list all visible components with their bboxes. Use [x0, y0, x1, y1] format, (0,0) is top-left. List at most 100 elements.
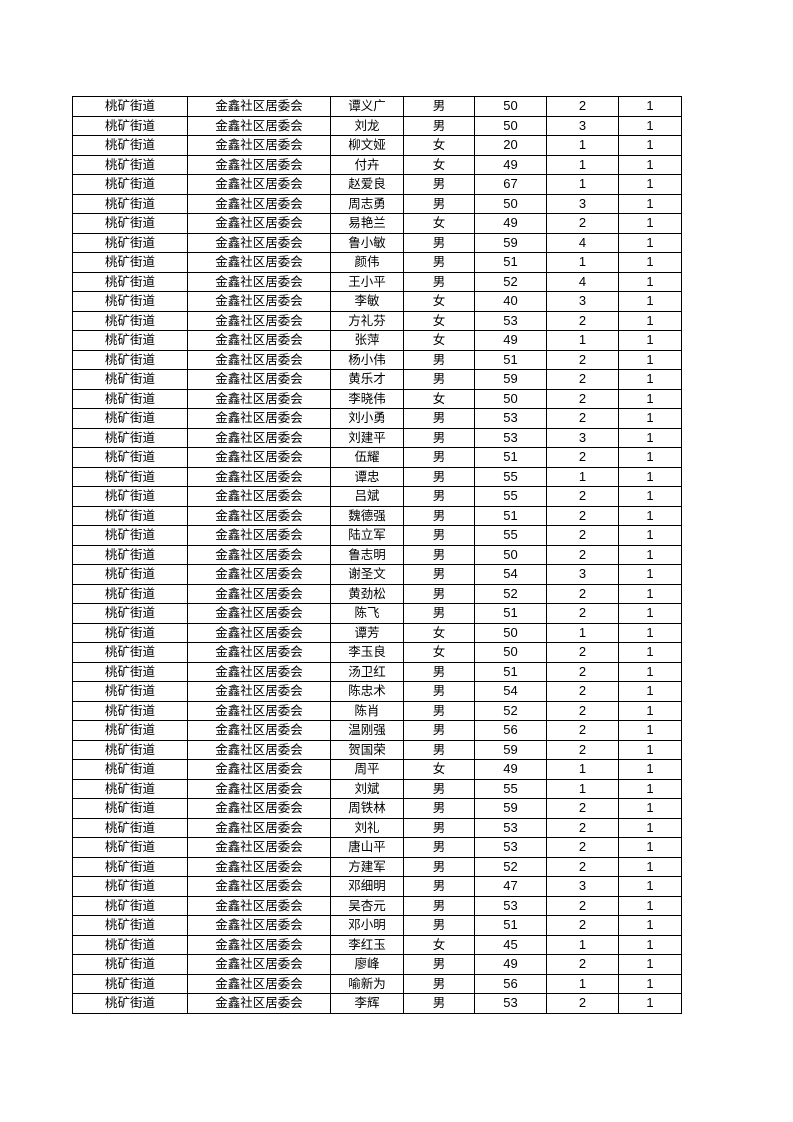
gender-cell: 男 — [403, 408, 475, 429]
flag-cell: 1 — [618, 427, 682, 448]
flag-cell: 1 — [618, 115, 682, 136]
count-cell: 3 — [546, 564, 619, 585]
street-cell: 桃矿街道 — [72, 798, 188, 819]
flag-cell: 1 — [618, 154, 682, 175]
count-cell: 1 — [546, 778, 619, 799]
community-cell: 金鑫社区居委会 — [187, 778, 331, 799]
table-row: 桃矿街道 金鑫社区居委会 鲁志明男 50 2 1 — [72, 544, 682, 565]
flag-cell: 1 — [618, 525, 682, 546]
age-cell: 51 — [474, 603, 547, 624]
community-cell: 金鑫社区居委会 — [187, 661, 331, 682]
name-cell: 王小平 — [330, 271, 404, 292]
street-cell: 桃矿街道 — [72, 993, 188, 1014]
flag-cell: 1 — [618, 681, 682, 702]
age-cell: 51 — [474, 252, 547, 273]
age-cell: 50 — [474, 96, 547, 117]
count-cell: 1 — [546, 154, 619, 175]
age-cell: 49 — [474, 759, 547, 780]
count-cell: 1 — [546, 622, 619, 643]
age-cell: 49 — [474, 154, 547, 175]
flag-cell: 1 — [618, 486, 682, 507]
age-cell: 55 — [474, 466, 547, 487]
table-row: 桃矿街道 金鑫社区居委会 刘龙男 50 3 1 — [72, 115, 682, 136]
count-cell: 1 — [546, 330, 619, 351]
flag-cell: 1 — [618, 174, 682, 195]
community-cell: 金鑫社区居委会 — [187, 837, 331, 858]
name-cell: 鲁志明 — [330, 544, 404, 565]
gender-cell: 男 — [403, 174, 475, 195]
table-row: 桃矿街道 金鑫社区居委会 邓细明男 47 3 1 — [72, 876, 682, 897]
count-cell: 2 — [546, 895, 619, 916]
count-cell: 2 — [546, 603, 619, 624]
age-cell: 49 — [474, 954, 547, 975]
table-row: 桃矿街道 金鑫社区居委会 吴杏元男 53 2 1 — [72, 895, 682, 916]
street-cell: 桃矿街道 — [72, 544, 188, 565]
street-cell: 桃矿街道 — [72, 213, 188, 234]
count-cell: 2 — [546, 720, 619, 741]
flag-cell: 1 — [618, 213, 682, 234]
age-cell: 49 — [474, 330, 547, 351]
table-row: 桃矿街道 金鑫社区居委会 颜伟男 51 1 1 — [72, 252, 682, 273]
age-cell: 54 — [474, 681, 547, 702]
age-cell: 53 — [474, 837, 547, 858]
flag-cell: 1 — [618, 895, 682, 916]
table-row: 桃矿街道 金鑫社区居委会 伍耀男 51 2 1 — [72, 447, 682, 468]
table-row: 桃矿街道 金鑫社区居委会 周平女 49 1 1 — [72, 759, 682, 780]
street-cell: 桃矿街道 — [72, 739, 188, 760]
count-cell: 2 — [546, 915, 619, 936]
gender-cell: 男 — [403, 505, 475, 526]
age-cell: 51 — [474, 505, 547, 526]
age-cell: 50 — [474, 115, 547, 136]
name-cell: 吕斌 — [330, 486, 404, 507]
flag-cell: 1 — [618, 135, 682, 156]
street-cell: 桃矿街道 — [72, 973, 188, 994]
count-cell: 1 — [546, 759, 619, 780]
age-cell: 50 — [474, 388, 547, 409]
table-row: 桃矿街道 金鑫社区居委会 廖峰男 49 2 1 — [72, 954, 682, 975]
flag-cell: 1 — [618, 466, 682, 487]
name-cell: 李辉 — [330, 993, 404, 1014]
flag-cell: 1 — [618, 291, 682, 312]
table-row: 桃矿街道 金鑫社区居委会 陈忠术男 54 2 1 — [72, 681, 682, 702]
street-cell: 桃矿街道 — [72, 583, 188, 604]
count-cell: 2 — [546, 583, 619, 604]
count-cell: 2 — [546, 798, 619, 819]
community-cell: 金鑫社区居委会 — [187, 876, 331, 897]
street-cell: 桃矿街道 — [72, 525, 188, 546]
gender-cell: 男 — [403, 837, 475, 858]
table-row: 桃矿街道 金鑫社区居委会 杨小伟男 51 2 1 — [72, 349, 682, 370]
name-cell: 李晓伟 — [330, 388, 404, 409]
street-cell: 桃矿街道 — [72, 232, 188, 253]
street-cell: 桃矿街道 — [72, 427, 188, 448]
street-cell: 桃矿街道 — [72, 349, 188, 370]
community-cell: 金鑫社区居委会 — [187, 739, 331, 760]
community-cell: 金鑫社区居委会 — [187, 603, 331, 624]
street-cell: 桃矿街道 — [72, 837, 188, 858]
community-cell: 金鑫社区居委会 — [187, 759, 331, 780]
gender-cell: 男 — [403, 232, 475, 253]
count-cell: 2 — [546, 700, 619, 721]
name-cell: 唐山平 — [330, 837, 404, 858]
community-cell: 金鑫社区居委会 — [187, 193, 331, 214]
gender-cell: 男 — [403, 115, 475, 136]
community-cell: 金鑫社区居委会 — [187, 174, 331, 195]
name-cell: 邓小明 — [330, 915, 404, 936]
gender-cell: 男 — [403, 993, 475, 1014]
table-row: 桃矿街道 金鑫社区居委会 魏德强男 51 2 1 — [72, 505, 682, 526]
gender-cell: 男 — [403, 447, 475, 468]
age-cell: 53 — [474, 993, 547, 1014]
count-cell: 3 — [546, 876, 619, 897]
flag-cell: 1 — [618, 564, 682, 585]
street-cell: 桃矿街道 — [72, 408, 188, 429]
flag-cell: 1 — [618, 408, 682, 429]
name-cell: 陆立军 — [330, 525, 404, 546]
name-cell: 李敏 — [330, 291, 404, 312]
name-cell: 谢圣文 — [330, 564, 404, 585]
age-cell: 67 — [474, 174, 547, 195]
name-cell: 喻新为 — [330, 973, 404, 994]
count-cell: 2 — [546, 369, 619, 390]
gender-cell: 男 — [403, 895, 475, 916]
flag-cell: 1 — [618, 603, 682, 624]
street-cell: 桃矿街道 — [72, 505, 188, 526]
gender-cell: 男 — [403, 369, 475, 390]
